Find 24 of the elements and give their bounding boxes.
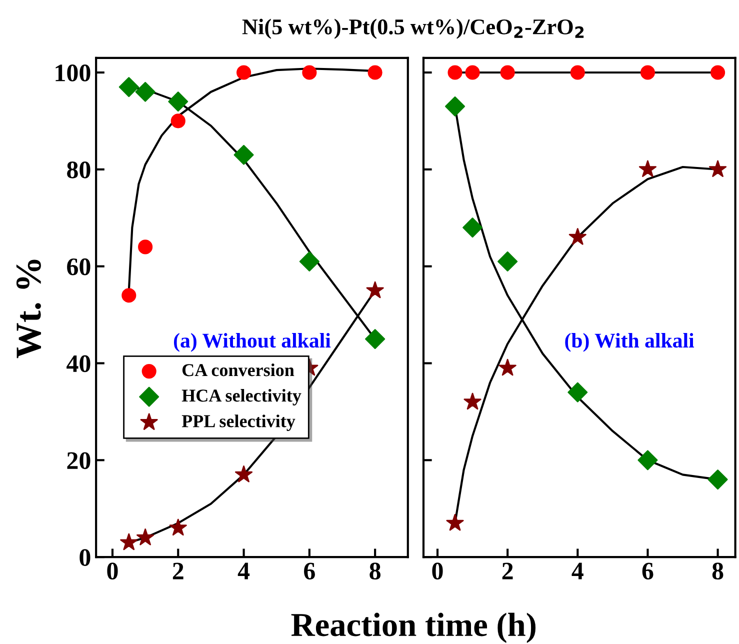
x-axis-title: Reaction time (h): [291, 612, 536, 644]
x-tick-label: 0: [432, 562, 443, 580]
legend-label: CA conversion: [182, 364, 294, 376]
x-tick-label: 6: [642, 562, 654, 580]
x-tick-label: 8: [370, 562, 380, 580]
y-axis-title: Wt. %: [16, 260, 42, 358]
y-tick-label: 100: [56, 64, 90, 82]
annotation: (b) With alkali: [565, 333, 694, 352]
x-tick-label: 0: [107, 562, 118, 580]
legend-label: PPL selectivity: [182, 414, 296, 432]
x-tick-label: 4: [572, 562, 584, 580]
y-tick-label: 60: [67, 258, 90, 276]
x-tick-label: 4: [238, 562, 250, 580]
x-tick-label: 2: [172, 562, 184, 580]
y-tick-label: 0: [80, 549, 90, 566]
y-tick-label: 80: [67, 161, 90, 178]
x-tick-label: 2: [502, 562, 513, 580]
x-tick-label: 6: [304, 562, 315, 580]
x-tick-label: 8: [712, 562, 724, 580]
y-tick-label: 20: [67, 452, 90, 470]
annotation: (a) Without alkali: [174, 333, 331, 352]
chart-title: Ni(5 wt%)-Pt(0.5 wt%)/CeO$_{2}$-ZrO$_{2}$: [242, 18, 584, 39]
legend-label: HCA selectivity: [182, 389, 302, 406]
y-tick-label: 40: [66, 355, 90, 372]
